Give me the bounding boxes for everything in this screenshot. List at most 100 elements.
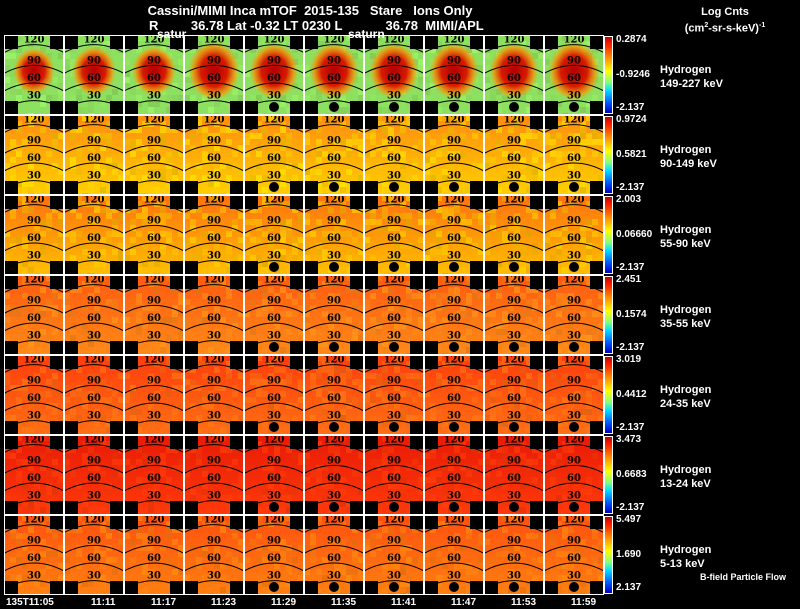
panel-frame — [64, 195, 124, 275]
energy-range: 35-55 keV — [660, 318, 711, 330]
contour-label: 90 — [27, 375, 41, 386]
corner-mask — [64, 275, 78, 289]
contour-line — [483, 544, 545, 554]
contour-label: 120 — [24, 275, 45, 286]
contour-label: 30 — [207, 251, 221, 262]
contour-label: 120 — [444, 435, 465, 446]
panel-r1-c7: 120 90 60 30 — [423, 115, 485, 199]
panel-frame — [184, 355, 244, 435]
corner-mask — [4, 355, 18, 369]
saturn-marker-icon — [569, 262, 579, 272]
contour-label: 60 — [27, 393, 41, 404]
contour-label: 120 — [444, 355, 465, 366]
contour-label: 30 — [447, 171, 461, 182]
panel-r6-c0: 120 90 60 30 — [4, 515, 65, 595]
contour-label: 60 — [87, 473, 101, 484]
saturn-marker-icon — [449, 102, 459, 112]
contour-label: 90 — [207, 295, 221, 306]
panel-frame — [4, 355, 64, 435]
panel-r5-c8: 120 90 60 30 — [483, 435, 545, 519]
contour-label: 90 — [327, 135, 341, 146]
corner-mask — [350, 275, 364, 289]
saturn-marker-icon — [389, 582, 399, 592]
contour-line — [303, 384, 365, 394]
corner-mask — [50, 101, 64, 115]
contour-label: 120 — [24, 515, 45, 526]
corner-mask — [184, 115, 198, 129]
contour-label: 30 — [567, 91, 581, 102]
contour-label: 60 — [207, 153, 221, 164]
contour-line — [303, 524, 365, 534]
panel-frame — [184, 275, 244, 355]
panel-r2-c7: 120 90 60 30 — [423, 195, 485, 279]
panel-r6-c8: 120 90 60 30 — [483, 515, 545, 595]
hotspot — [130, 44, 178, 98]
contour-label: 30 — [87, 491, 101, 502]
contour-line — [4, 482, 65, 492]
contour-label: 60 — [147, 553, 161, 564]
contour-line — [423, 544, 485, 554]
corner-mask — [290, 581, 304, 595]
contour-label: 60 — [387, 393, 401, 404]
hotspot — [547, 39, 601, 103]
species-name: Hydrogen — [660, 144, 712, 156]
contour-label: 90 — [27, 295, 41, 306]
saturn-marker-icon — [509, 582, 519, 592]
contour-label: 60 — [327, 153, 341, 164]
contour-line — [303, 544, 365, 554]
contour-label: 60 — [447, 393, 461, 404]
corner-mask — [304, 101, 318, 115]
contour-label: 60 — [207, 233, 221, 244]
contour-line — [123, 402, 185, 412]
contour-label: 60 — [27, 313, 41, 324]
overlay-label-satur: satur — [157, 27, 187, 41]
corner-mask — [230, 195, 244, 209]
contour-label: 90 — [447, 215, 461, 226]
species-label: Hydrogen 90-149 keV — [660, 143, 717, 171]
contour-label: 30 — [147, 411, 161, 422]
corner-mask — [290, 115, 304, 129]
contour-line — [183, 384, 245, 394]
corner-mask — [410, 261, 424, 275]
contour-label: 90 — [447, 55, 461, 66]
colorbar-mid-label: 0.5821 — [616, 149, 647, 160]
contour-line — [543, 562, 604, 572]
contour-label: 30 — [147, 171, 161, 182]
corner-mask — [590, 261, 604, 275]
saturn-marker-icon — [569, 582, 579, 592]
contour-label: 120 — [564, 115, 585, 126]
corner-mask — [410, 101, 424, 115]
contour-label: 90 — [567, 455, 581, 466]
hotspot — [187, 39, 241, 103]
contour-label: 120 — [24, 115, 45, 126]
colorbar-mid-label: 0.06660 — [616, 229, 653, 240]
panel-frame — [304, 275, 364, 355]
contour-label: 90 — [147, 295, 161, 306]
contour-line — [243, 464, 305, 474]
panel-frame — [424, 355, 484, 435]
contour-line — [243, 524, 305, 534]
contour-line — [363, 144, 425, 154]
panel-r6-c5: 120 90 60 30 — [303, 515, 365, 595]
corner-mask — [184, 355, 198, 369]
corner-mask — [124, 355, 138, 369]
contour-line — [243, 364, 305, 374]
colorbar-max-label: 0.2874 — [616, 34, 647, 45]
corner-mask — [304, 435, 318, 449]
saturn-marker-icon — [569, 342, 579, 352]
contour-line — [243, 124, 305, 134]
contour-label: 60 — [27, 553, 41, 564]
corner-mask — [544, 435, 558, 449]
contour-line — [183, 544, 245, 554]
corner-mask — [124, 195, 138, 209]
panel-r5-c0: 120 90 60 30 — [4, 435, 65, 519]
contour-label: 30 — [147, 491, 161, 502]
contour-label: 90 — [327, 295, 341, 306]
heatmap-grid: 120 90 60 30 120 90 60 30 120 90 60 30 120 90 60 30 120 9… — [4, 35, 604, 595]
contour-line — [4, 64, 65, 74]
corner-mask — [184, 581, 198, 595]
contour-label: 60 — [507, 233, 521, 244]
contour-label: 120 — [204, 435, 225, 446]
corner-mask — [470, 501, 484, 515]
corner-mask — [110, 275, 124, 289]
